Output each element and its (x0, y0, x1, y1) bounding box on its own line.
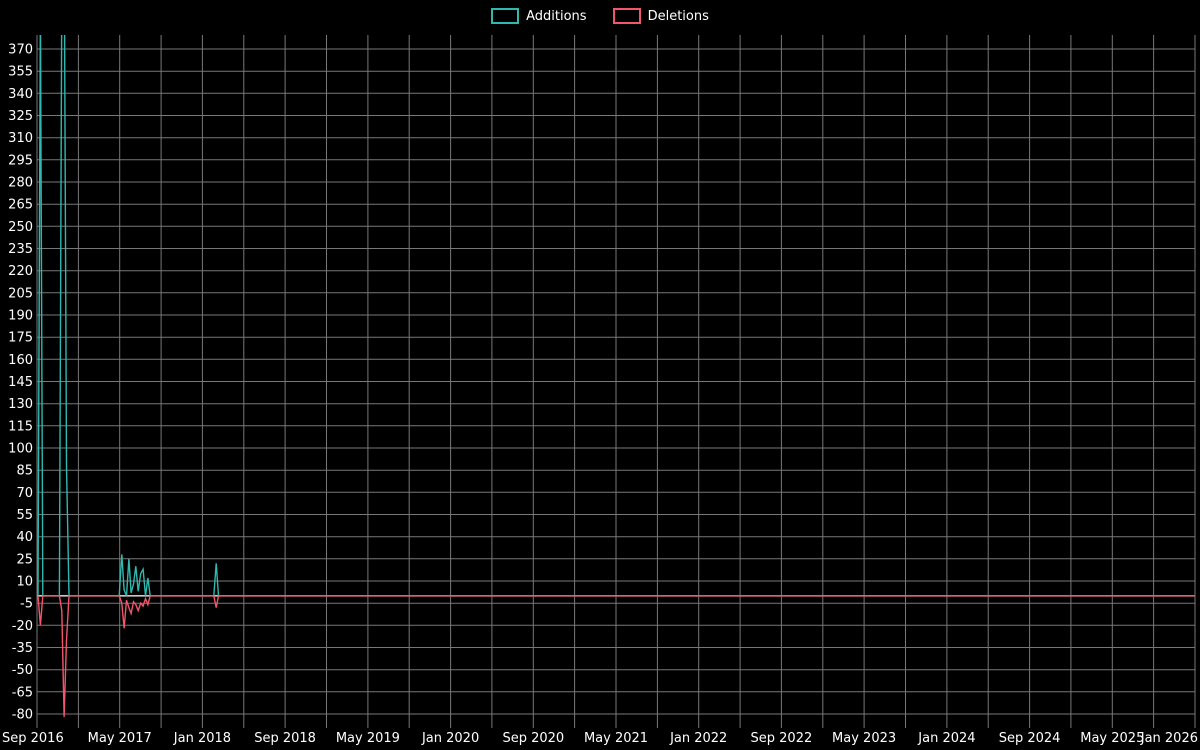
svg-text:10: 10 (16, 575, 33, 590)
svg-text:115: 115 (8, 419, 33, 434)
svg-text:250: 250 (8, 220, 33, 235)
svg-text:55: 55 (16, 508, 33, 523)
horizontal-gridlines (37, 48, 1195, 715)
svg-text:220: 220 (8, 264, 33, 279)
svg-text:Sep 2018: Sep 2018 (254, 731, 316, 746)
svg-text:175: 175 (8, 331, 33, 346)
y-axis-labels: 370 355 340 325 310 295 280 265 250 235 220 205 190 1… (8, 43, 33, 723)
svg-text:Jan 2022: Jan 2022 (669, 731, 727, 746)
svg-text:May 2017: May 2017 (88, 731, 152, 746)
svg-text:280: 280 (8, 176, 33, 191)
deletions-swatch-icon (612, 8, 641, 24)
svg-text:370: 370 (8, 43, 33, 58)
series-deletions (37, 595, 1195, 718)
svg-text:145: 145 (8, 375, 33, 390)
svg-text:Jan 2026: Jan 2026 (1140, 731, 1198, 746)
svg-text:Jan 2024: Jan 2024 (917, 731, 975, 746)
svg-text:130: 130 (8, 397, 33, 412)
series-additions (37, 35, 1195, 597)
svg-text:Jan 2020: Jan 2020 (421, 731, 479, 746)
svg-text:-35: -35 (12, 641, 33, 656)
svg-text:265: 265 (8, 198, 33, 213)
svg-text:Sep 2024: Sep 2024 (999, 731, 1061, 746)
svg-text:40: 40 (16, 530, 33, 545)
svg-text:70: 70 (16, 486, 33, 501)
svg-text:100: 100 (8, 442, 33, 457)
legend-item-deletions: Deletions (612, 8, 709, 24)
svg-text:235: 235 (8, 242, 33, 257)
legend-label-additions: Additions (526, 8, 587, 24)
additions-swatch-icon (491, 8, 520, 24)
svg-text:190: 190 (8, 309, 33, 324)
svg-text:85: 85 (16, 464, 33, 479)
svg-text:Sep 2022: Sep 2022 (751, 731, 813, 746)
svg-text:-80: -80 (12, 708, 33, 723)
svg-text:355: 355 (8, 65, 33, 80)
svg-text:25: 25 (16, 552, 33, 567)
svg-text:Sep 2020: Sep 2020 (502, 731, 564, 746)
svg-text:205: 205 (8, 286, 33, 301)
legend-item-additions: Additions (491, 8, 587, 24)
svg-text:May 2021: May 2021 (584, 731, 648, 746)
svg-text:-20: -20 (12, 619, 33, 634)
svg-text:-50: -50 (12, 663, 33, 678)
svg-text:160: 160 (8, 353, 33, 368)
svg-text:May 2019: May 2019 (336, 731, 400, 746)
svg-text:310: 310 (8, 131, 33, 146)
svg-text:May 2023: May 2023 (832, 731, 896, 746)
svg-text:340: 340 (8, 87, 33, 102)
svg-text:-65: -65 (12, 685, 33, 700)
svg-text:May 2025: May 2025 (1080, 731, 1144, 746)
svg-text:-5: -5 (20, 597, 33, 612)
legend-label-deletions: Deletions (647, 8, 709, 24)
svg-text:Jan 2018: Jan 2018 (173, 731, 231, 746)
svg-text:Sep 2016: Sep 2016 (2, 731, 64, 746)
chart-legend: Additions Deletions (0, 8, 1200, 24)
x-axis-labels: Sep 2016 May 2017 Jan 2018 Sep 2018 May 2019… (2, 731, 1198, 746)
svg-text:325: 325 (8, 109, 33, 124)
svg-text:295: 295 (8, 153, 33, 168)
